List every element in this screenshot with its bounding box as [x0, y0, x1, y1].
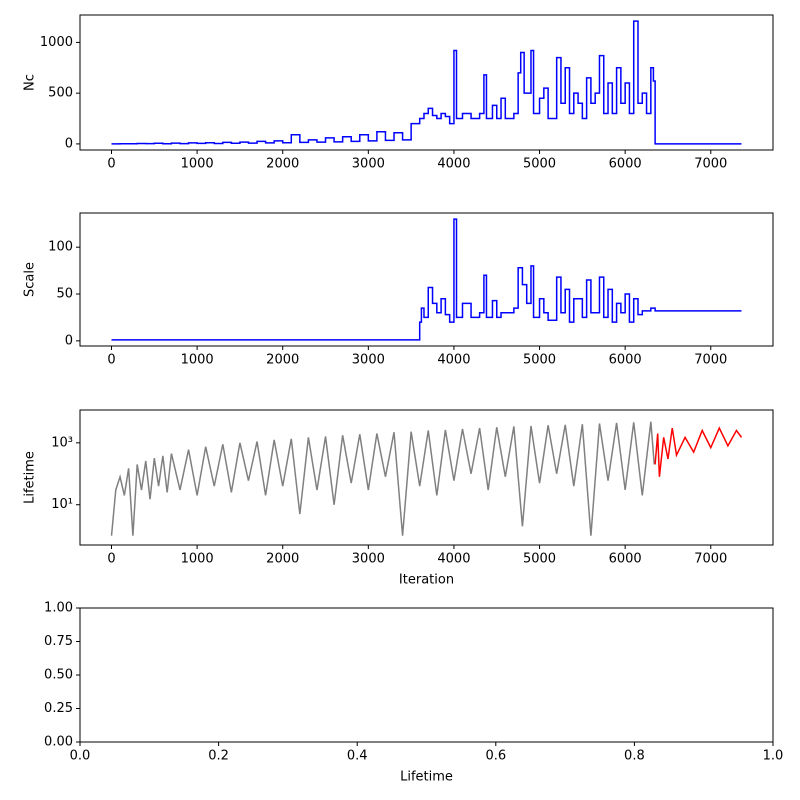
axes-frame: [79, 409, 774, 546]
y-axis-label: Scale: [23, 262, 38, 297]
x-tick-label: 3000: [352, 157, 385, 172]
y-tick-label: 1000: [40, 35, 73, 50]
axes-frame: [79, 607, 774, 743]
x-tick-label: 0: [107, 552, 115, 567]
x-tick-label: 6000: [609, 157, 642, 172]
x-tick-label: 7000: [694, 353, 727, 368]
data-line: [654, 426, 743, 477]
y-tick-label: 100: [48, 240, 73, 255]
x-tick-label: 1000: [181, 353, 214, 368]
y-axis-label: Nc: [23, 74, 38, 91]
x-tick-label: 1.0: [763, 749, 784, 764]
x-tick-label: 1000: [181, 157, 214, 172]
y-tick-label: 0: [65, 333, 73, 348]
x-tick-label: 2000: [266, 353, 299, 368]
x-tick-label: 5000: [523, 157, 556, 172]
x-tick-label: 7000: [694, 552, 727, 567]
y-tick-label: 0.25: [44, 701, 73, 716]
x-tick-label: 7000: [694, 157, 727, 172]
x-axis-label: Lifetime: [400, 770, 453, 785]
y-tick-label: 1.00: [44, 601, 73, 616]
x-tick-label: 0: [107, 157, 115, 172]
x-tick-label: 1000: [181, 552, 214, 567]
x-tick-label: 3000: [352, 353, 385, 368]
x-tick-label: 0.8: [624, 749, 645, 764]
x-tick-label: 2000: [266, 157, 299, 172]
x-tick-label: 0: [107, 353, 115, 368]
y-tick-label: 500: [48, 86, 73, 101]
y-tick-label: 10³: [51, 435, 73, 450]
x-tick-label: 5000: [523, 552, 556, 567]
y-tick-label: 10¹: [51, 497, 73, 512]
y-tick-label: 0.50: [44, 668, 73, 683]
x-tick-label: 0.6: [485, 749, 506, 764]
data-line: [111, 218, 742, 341]
x-tick-label: 4000: [437, 353, 470, 368]
y-tick-label: 0.00: [44, 735, 73, 750]
data-line: [110, 421, 656, 536]
x-tick-label: 0.2: [208, 749, 229, 764]
y-tick-label: 0: [65, 136, 73, 151]
y-tick-label: 50: [56, 287, 73, 302]
axes-frame: [79, 212, 774, 347]
x-tick-label: 4000: [437, 157, 470, 172]
x-tick-label: 5000: [523, 353, 556, 368]
axes-frame: [79, 14, 774, 151]
x-tick-label: 4000: [437, 552, 470, 567]
x-tick-label: 0.4: [347, 749, 368, 764]
x-tick-label: 3000: [352, 552, 385, 567]
data-line: [111, 20, 742, 145]
x-tick-label: 2000: [266, 552, 299, 567]
x-tick-label: 6000: [609, 552, 642, 567]
x-tick-label: 6000: [609, 353, 642, 368]
y-tick-label: 0.75: [44, 634, 73, 649]
x-tick-label: 0.0: [70, 749, 91, 764]
x-axis-label: Iteration: [399, 573, 454, 588]
y-axis-label: Lifetime: [23, 451, 38, 504]
